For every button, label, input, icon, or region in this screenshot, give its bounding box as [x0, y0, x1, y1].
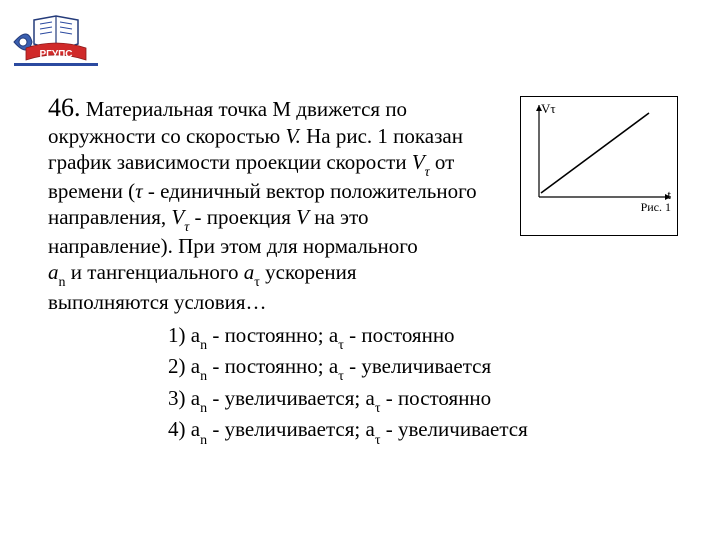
line3a: график зависимости проекции скорости	[48, 150, 412, 174]
line7-n: n	[59, 275, 66, 290]
line6: направление). При этом для нормального	[48, 234, 418, 258]
answer-1: 1) an - постоянно; aτ - постоянно	[168, 322, 678, 354]
answer-3: 3) an - увеличивается; aτ - постоянно	[168, 385, 678, 417]
logo-text: РГУПС	[40, 49, 73, 60]
line3-v: V	[412, 150, 425, 174]
answer-4: 4) an - увеличивается; aτ - увеличиваетс…	[168, 416, 678, 448]
chart: Vτ t Рис. 1	[520, 96, 678, 236]
line5e: на это	[309, 205, 368, 229]
answer-2: 2) an - постоянно; aτ - увеличивается	[168, 353, 678, 385]
line7-c: a	[244, 260, 255, 284]
line2c: На рис. 1 показан	[301, 124, 463, 148]
chart-caption: Рис. 1	[641, 200, 671, 215]
line5c: - проекция	[189, 205, 296, 229]
data-line	[541, 113, 649, 193]
line8: выполняются условия…	[48, 290, 267, 314]
logo: РГУПС	[12, 8, 100, 68]
problem-row: 46. Материальная точка M движется по окр…	[48, 92, 678, 316]
line5-sub: τ	[184, 220, 189, 235]
problem-text: 46. Материальная точка M движется по окр…	[48, 92, 510, 316]
line4a: времени (	[48, 179, 135, 203]
content: 46. Материальная точка M движется по окр…	[48, 92, 678, 448]
line3c: от	[430, 150, 455, 174]
line7-t: τ	[254, 275, 260, 290]
line7d: ускорения	[260, 260, 357, 284]
line2-v: V.	[285, 124, 300, 148]
line5a: направления,	[48, 205, 171, 229]
answers: 1) an - постоянно; aτ - постоянно 2) an …	[168, 322, 678, 449]
line4-tau: τ	[135, 179, 143, 203]
y-axis-label: Vτ	[541, 101, 556, 117]
line1: Материальная точка M движется по	[86, 97, 407, 121]
line7b: и тангенциального	[66, 260, 244, 284]
line2a: окружности со скоростью	[48, 124, 285, 148]
line5-d: V	[296, 205, 309, 229]
line4b: - единичный вектор положительного	[143, 179, 477, 203]
line5-v: V	[171, 205, 184, 229]
question-number: 46.	[48, 93, 81, 122]
line3-sub: τ	[425, 165, 430, 180]
line7-a: a	[48, 260, 59, 284]
